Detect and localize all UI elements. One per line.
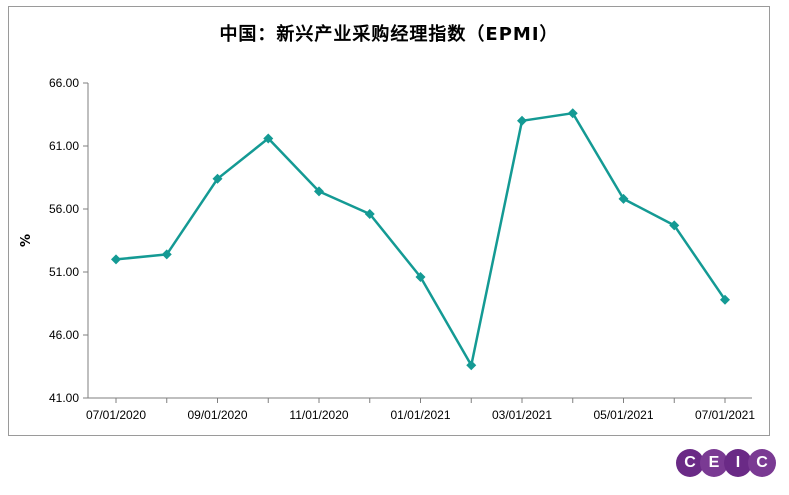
y-tick-label: 41.00 (49, 391, 79, 405)
data-point (720, 294, 730, 305)
logo-letter: I (724, 449, 752, 477)
y-tick-labels: 66.00 61.00 56.00 51.00 46.00 41.00 (49, 76, 79, 405)
logo-letter: C (748, 449, 776, 477)
series-line (111, 108, 730, 371)
data-line (115, 111, 727, 367)
data-point (466, 360, 477, 371)
x-tick-labels: 07/01/2020 09/01/2020 11/01/2020 01/01/2021… (86, 408, 755, 422)
chart-title: 中国：新兴产业采购经理指数（EPMI） (219, 24, 559, 45)
data-point (669, 220, 680, 231)
y-tick-label: 56.00 (49, 202, 79, 216)
y-tick-label: 66.00 (49, 76, 79, 90)
x-tick-label: 07/01/2020 (86, 408, 146, 422)
x-tick-label: 09/01/2020 (187, 408, 247, 422)
data-point (415, 272, 426, 283)
x-tick-label: 07/01/2021 (695, 408, 755, 422)
logo-letter: E (700, 449, 728, 477)
data-point (161, 249, 172, 260)
data-point (364, 209, 375, 220)
y-tick-label: 61.00 (49, 139, 79, 153)
data-point (567, 108, 578, 119)
axes (83, 82, 752, 403)
chart-frame (8, 6, 770, 436)
data-point (212, 173, 223, 184)
x-tick-label: 05/01/2021 (593, 408, 653, 422)
data-point (618, 193, 629, 204)
data-point (517, 115, 527, 126)
x-tick-label: 03/01/2021 (492, 408, 552, 422)
y-tick-label: 51.00 (49, 265, 79, 279)
data-point (314, 186, 324, 197)
x-tick-label: 11/01/2020 (289, 408, 348, 422)
data-point (263, 133, 274, 144)
y-axis-label: % (19, 234, 34, 247)
data-point (111, 254, 121, 265)
x-tick-label: 01/01/2021 (390, 408, 450, 422)
y-tick-label: 46.00 (49, 328, 79, 342)
logo-letter: C (676, 449, 704, 477)
